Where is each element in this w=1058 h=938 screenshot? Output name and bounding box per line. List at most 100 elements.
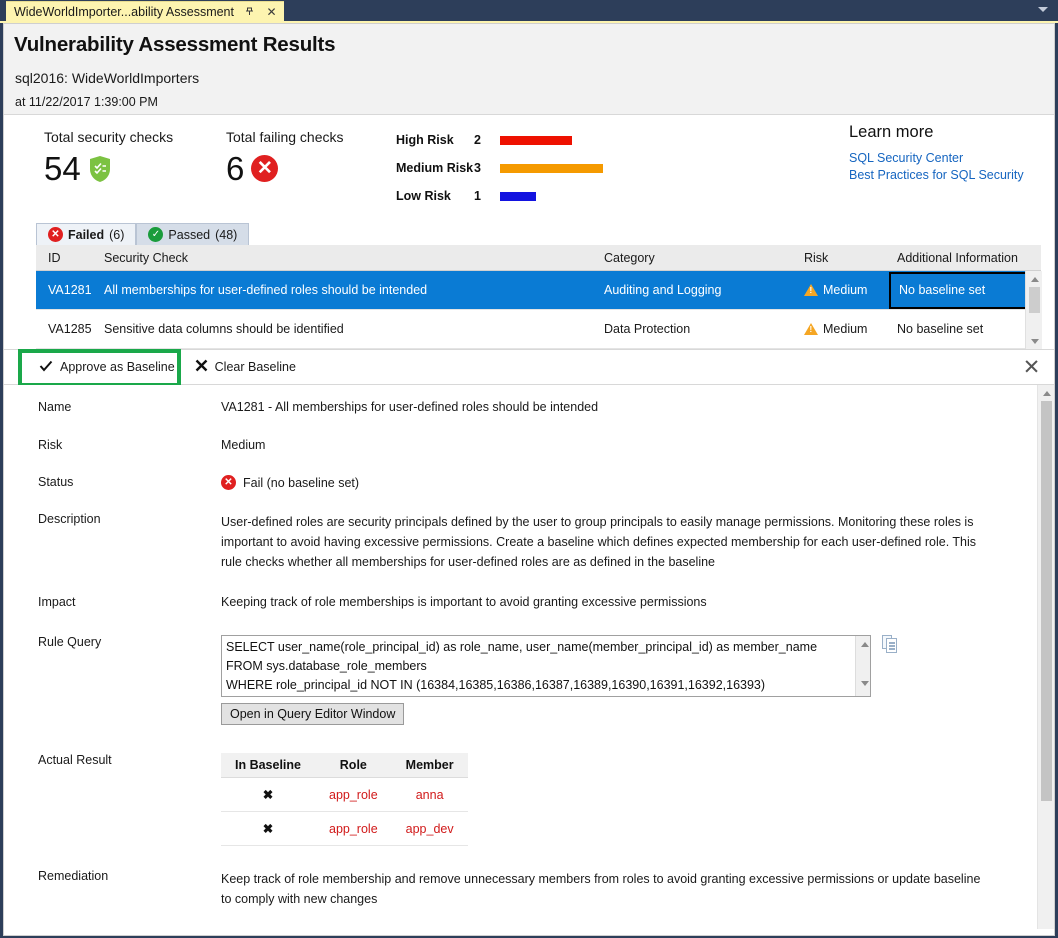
detail-label-rule-query: Rule Query bbox=[38, 635, 102, 649]
error-circle-icon: ✕ bbox=[221, 475, 236, 490]
baseline-toolbar: Approve as Baseline Clear Baseline ✕ bbox=[4, 349, 1054, 387]
ar-cell-role: app_role bbox=[315, 777, 392, 812]
scroll-up-icon[interactable] bbox=[1026, 271, 1043, 287]
tab-passed[interactable]: ✓ Passed (48) bbox=[136, 223, 250, 245]
column-header-risk: Risk bbox=[804, 250, 829, 265]
tab-passed-count: (48) bbox=[215, 227, 238, 242]
cell-additional[interactable]: No baseline set bbox=[889, 271, 1041, 309]
risk-label: Low Risk bbox=[396, 189, 451, 203]
error-circle-icon: ✕ bbox=[251, 155, 279, 182]
grid-scrollbar[interactable] bbox=[1025, 271, 1042, 349]
tab-failed[interactable]: ✕ Failed (6) bbox=[36, 223, 137, 245]
table-row[interactable]: VA1281 All memberships for user-defined … bbox=[36, 271, 1041, 310]
scroll-up-icon[interactable] bbox=[856, 636, 870, 652]
actual-result-row: ✖ app_role app_dev bbox=[221, 811, 468, 846]
ar-column-in-baseline: In Baseline bbox=[221, 753, 315, 778]
detail-scrollbar[interactable] bbox=[1037, 385, 1054, 929]
learn-more-title: Learn more bbox=[849, 123, 934, 141]
cell-additional-focused: No baseline set bbox=[889, 271, 1039, 309]
tab-failed-label: Failed bbox=[68, 227, 105, 242]
report-header: Vulnerability Assessment Results sql2016… bbox=[4, 24, 1054, 115]
scan-timestamp: at 11/22/2017 1:39:00 PM bbox=[15, 95, 158, 109]
detail-field-actual-result: Actual Result In Baseline Role Member ✖ … bbox=[4, 753, 1054, 846]
cell-id: VA1281 bbox=[48, 283, 92, 297]
pin-icon[interactable] bbox=[243, 4, 256, 20]
grid-header-row: ID Security Check Category Risk Addition… bbox=[36, 245, 1041, 271]
document-tab-label: WideWorldImporter...ability Assessment bbox=[14, 4, 234, 19]
total-security-checks-stat: Total security checks 54 bbox=[44, 129, 173, 185]
actual-result-table: In Baseline Role Member ✖ app_role anna … bbox=[221, 753, 468, 846]
clear-baseline-label: Clear Baseline bbox=[214, 360, 296, 374]
risk-label: High Risk bbox=[396, 133, 454, 147]
cell-risk: Medium bbox=[804, 322, 897, 336]
column-header-additional: Additional Information bbox=[897, 250, 1018, 265]
detail-field-name: Name VA1281 - All memberships for user-d… bbox=[4, 400, 1054, 414]
report-page: Vulnerability Assessment Results sql2016… bbox=[3, 23, 1055, 936]
approve-as-baseline-button[interactable]: Approve as Baseline bbox=[29, 353, 185, 381]
close-icon[interactable]: ✕ bbox=[266, 4, 277, 19]
scroll-down-icon[interactable] bbox=[856, 675, 870, 691]
risk-row-medium: Medium Risk 3 bbox=[396, 154, 603, 182]
ar-cell-in-baseline: ✖ bbox=[221, 811, 315, 846]
scroll-up-icon[interactable] bbox=[1038, 385, 1054, 401]
total-failing-checks-value: 6 bbox=[226, 150, 245, 187]
link-sql-security-center[interactable]: SQL Security Center bbox=[849, 151, 964, 165]
risk-count: 2 bbox=[474, 133, 481, 147]
clear-baseline-button[interactable]: Clear Baseline bbox=[185, 353, 306, 381]
table-row[interactable]: VA1285 Sensitive data columns should be … bbox=[36, 310, 1041, 349]
detail-label-impact: Impact bbox=[38, 595, 76, 609]
detail-label-status: Status bbox=[38, 475, 74, 489]
detail-value-description: User-defined roles are security principa… bbox=[221, 515, 977, 569]
detail-label-name: Name bbox=[38, 400, 72, 414]
risk-count: 3 bbox=[474, 161, 481, 175]
summary-section: Total security checks 54 Total failing c… bbox=[4, 115, 1054, 223]
tab-passed-label: Passed bbox=[168, 227, 211, 242]
detail-field-rule-query: Rule Query SELECT user_name(role_princip… bbox=[4, 635, 1054, 725]
ar-column-member: Member bbox=[391, 753, 468, 778]
risk-bar-high bbox=[500, 135, 572, 145]
cell-id: VA1285 bbox=[48, 322, 92, 336]
query-scrollbar[interactable] bbox=[855, 636, 870, 696]
detail-field-risk: Risk Medium bbox=[4, 438, 1054, 452]
detail-field-remediation: Remediation Keep track of role membershi… bbox=[4, 869, 1054, 909]
rule-query-textarea[interactable]: SELECT user_name(role_principal_id) as r… bbox=[221, 635, 871, 697]
cell-risk-label: Medium bbox=[823, 322, 868, 336]
detail-value-impact: Keeping track of role memberships is imp… bbox=[221, 595, 707, 609]
scroll-down-icon[interactable] bbox=[1026, 333, 1043, 349]
cell-category: Data Protection bbox=[604, 322, 691, 336]
ar-cell-role: app_role bbox=[315, 811, 392, 846]
rule-query-text: SELECT user_name(role_principal_id) as r… bbox=[226, 640, 818, 692]
detail-value-status: ✕ Fail (no baseline set) bbox=[221, 475, 359, 490]
scroll-thumb[interactable] bbox=[1029, 287, 1040, 313]
total-security-checks-label: Total security checks bbox=[44, 129, 174, 145]
copy-icon[interactable] bbox=[882, 635, 899, 654]
risk-count: 1 bbox=[474, 189, 481, 203]
close-detail-icon[interactable]: ✕ bbox=[1022, 356, 1041, 379]
error-circle-icon: ✕ bbox=[48, 227, 63, 242]
window-titlebar: WideWorldImporter...ability Assessment ✕ bbox=[0, 0, 1058, 22]
ar-column-role: Role bbox=[315, 753, 392, 778]
rule-query-group: SELECT user_name(role_principal_id) as r… bbox=[221, 635, 899, 725]
link-best-practices[interactable]: Best Practices for SQL Security bbox=[849, 167, 1024, 182]
page-title: Vulnerability Assessment Results bbox=[14, 33, 336, 56]
ar-cell-member: app_dev bbox=[391, 811, 468, 846]
detail-value-name: VA1281 - All memberships for user-define… bbox=[221, 400, 599, 414]
cell-category: Auditing and Logging bbox=[604, 283, 722, 297]
approve-as-baseline-label: Approve as Baseline bbox=[60, 360, 175, 374]
x-mark-icon bbox=[195, 359, 208, 375]
result-tabs: ✕ Failed (6) ✓ Passed (48) bbox=[36, 223, 1054, 245]
actual-result-header-row: In Baseline Role Member bbox=[221, 753, 468, 778]
open-in-query-editor-button[interactable]: Open in Query Editor Window bbox=[221, 703, 405, 725]
warning-triangle-icon bbox=[804, 323, 818, 335]
actual-result-row: ✖ app_role anna bbox=[221, 777, 468, 812]
chevron-down-icon[interactable] bbox=[1038, 7, 1048, 12]
success-circle-icon: ✓ bbox=[148, 227, 164, 242]
document-tab[interactable]: WideWorldImporter...ability Assessment ✕ bbox=[6, 1, 284, 21]
cell-check: Sensitive data columns should be identif… bbox=[104, 322, 344, 336]
scroll-thumb[interactable] bbox=[1041, 401, 1052, 801]
server-database-label: sql2016: WideWorldImporters bbox=[15, 70, 200, 86]
total-security-checks-value: 54 bbox=[44, 150, 81, 187]
risk-row-low: Low Risk 1 bbox=[396, 182, 603, 210]
detail-label-risk: Risk bbox=[38, 438, 63, 452]
tab-failed-count: (6) bbox=[109, 227, 125, 242]
